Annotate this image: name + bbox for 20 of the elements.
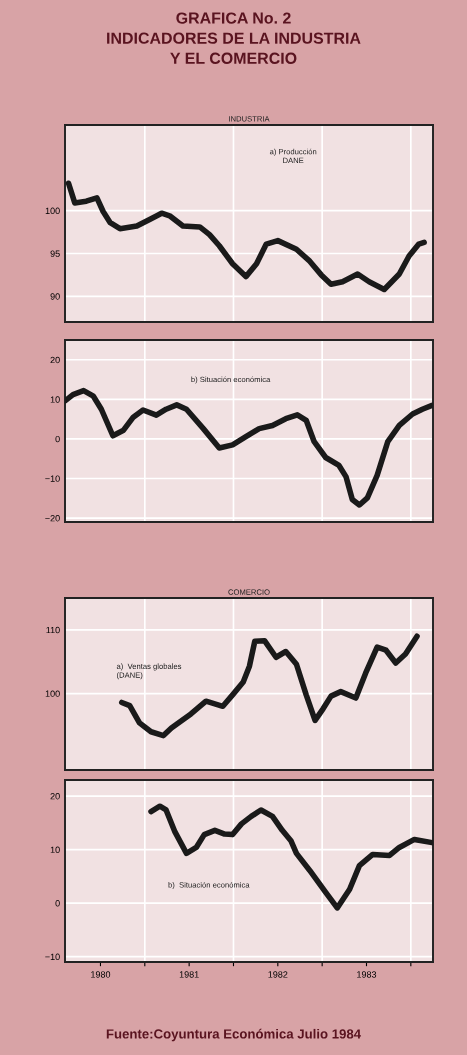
x-tick-label: 1980: [91, 971, 111, 978]
y-tick-label: 95: [50, 250, 60, 257]
y-tick-label: −20: [45, 515, 60, 522]
chart-title: GRAFICA No. 2 INDICADORES DE LA INDUSTRIA Y EL COMERCIO: [107, 12, 361, 64]
y-tick-label: 20: [50, 793, 60, 800]
y-tick-label: 0: [55, 435, 60, 443]
x-tick-label: 1982: [268, 971, 288, 978]
y-tick-label: 10: [50, 846, 60, 853]
y-tick-label: −10: [45, 475, 60, 482]
y-tick-label: 20: [50, 356, 60, 364]
x-tick-label: 1981: [179, 971, 199, 978]
y-tick-label: 0: [55, 900, 60, 907]
y-tick-label: 10: [50, 396, 60, 403]
source-note: Fuente:Coyuntura Económica Julio 1984: [106, 1028, 362, 1042]
y-tick-label: 110: [46, 626, 60, 634]
y-tick-label: 100: [45, 690, 60, 697]
y-tick-label: −10: [45, 953, 60, 961]
x-tick-label: 1983: [357, 971, 377, 978]
y-tick-label: 100: [45, 207, 60, 215]
y-tick-label: 90: [50, 293, 60, 300]
